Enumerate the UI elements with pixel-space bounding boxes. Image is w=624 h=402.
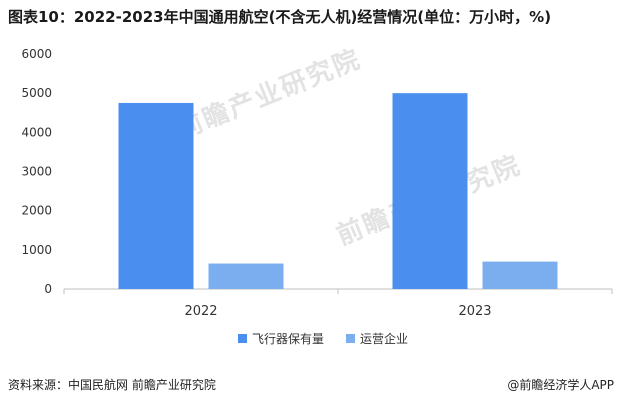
y-tick-label: 4000 xyxy=(21,125,52,139)
legend-label: 飞行器保有量 xyxy=(252,332,324,346)
legend-label: 运营企业 xyxy=(360,331,408,346)
y-tick-label: 0 xyxy=(44,282,52,296)
y-tick-label: 3000 xyxy=(21,165,52,179)
bar-operators-2023 xyxy=(482,261,558,289)
bar-aircraft-2023 xyxy=(392,93,468,290)
y-tick-label: 2000 xyxy=(21,204,52,218)
brand-label: @前瞻经济学人APP xyxy=(507,378,614,392)
chart-title: 图表10：2022-2023年中国通用航空(不含无人机)经营情况(单位：万小时，… xyxy=(8,8,552,26)
bar-operators-2022 xyxy=(208,263,284,289)
y-tick-label: 5000 xyxy=(21,86,52,100)
bar-aircraft-2022 xyxy=(118,102,194,289)
legend-swatch xyxy=(238,334,247,343)
y-tick-label: 6000 xyxy=(21,47,52,61)
x-tick-label: 2023 xyxy=(458,304,491,319)
legend-swatch xyxy=(346,334,355,343)
x-tick-label: 2022 xyxy=(184,304,217,319)
y-tick-label: 1000 xyxy=(21,243,52,257)
source-note: 资料来源：中国民航网 前瞻产业研究院 xyxy=(8,378,216,392)
